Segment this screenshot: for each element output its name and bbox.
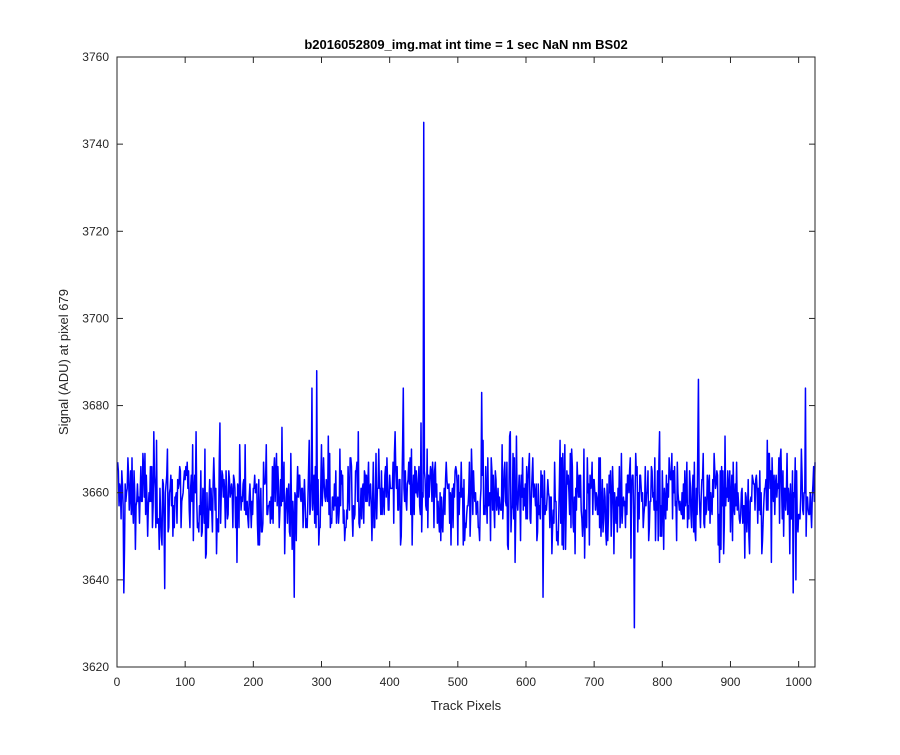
x-tick-label: 400 <box>380 675 400 689</box>
series-line <box>116 121 816 629</box>
x-tick-label: 500 <box>448 675 468 689</box>
x-tick-label: 200 <box>243 675 263 689</box>
y-tick-label: 3660 <box>82 486 109 500</box>
x-tick-label: 700 <box>584 675 604 689</box>
y-tick-label: 3620 <box>82 660 109 674</box>
x-axis-ticks: 0 100 200 300 400 500 600 700 800 900 1000 <box>114 57 812 689</box>
x-tick-label: 900 <box>720 675 740 689</box>
y-tick-label: 3760 <box>82 50 109 64</box>
x-tick-label: 800 <box>652 675 672 689</box>
x-tick-label: 1000 <box>785 675 812 689</box>
chart-title: b2016052809_img.mat int time = 1 sec NaN… <box>304 37 627 52</box>
x-tick-label: 0 <box>114 675 121 689</box>
x-tick-label: 100 <box>175 675 195 689</box>
series-layer <box>116 121 816 629</box>
x-tick-label: 300 <box>311 675 331 689</box>
y-tick-label: 3640 <box>82 573 109 587</box>
x-axis-label: Track Pixels <box>431 698 502 713</box>
y-tick-label: 3700 <box>82 311 109 325</box>
y-tick-label: 3720 <box>82 224 109 238</box>
y-tick-label: 3680 <box>82 399 109 413</box>
x-tick-label: 600 <box>516 675 536 689</box>
plot-area: 0 100 200 300 400 500 600 700 800 900 1000 3620 364… <box>82 50 816 689</box>
y-axis-ticks: 3620 3640 3660 3680 3700 3720 3740 3760 <box>82 50 815 674</box>
axes-box <box>116 56 816 668</box>
y-tick-label: 3740 <box>82 137 109 151</box>
y-axis-label: Signal (ADU) at pixel 679 <box>56 289 71 435</box>
